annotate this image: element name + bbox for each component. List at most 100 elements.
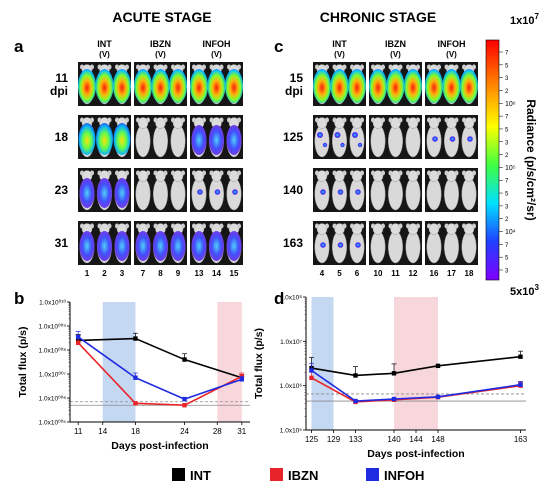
mouse-image <box>78 117 96 158</box>
colorbar-tick-label: 7 <box>505 115 509 121</box>
acute-stage-title: ACUTE STAGE <box>112 9 211 25</box>
mouse-image <box>209 117 224 158</box>
colorbar-tick-label: 10⁵ <box>505 165 516 172</box>
colorbar-tick-label: 5 <box>505 192 509 198</box>
mouse-number: 10 <box>374 269 383 278</box>
mouse-image <box>209 170 224 211</box>
colorbar-tick-label: 5 <box>505 127 509 133</box>
x-tick-label: 163 <box>514 435 528 444</box>
data-point-ibzn <box>182 403 187 408</box>
mouse-image <box>97 170 112 211</box>
group-header: INT <box>97 39 112 49</box>
data-point-infoh <box>391 396 397 402</box>
colorbar-ticks: 7 5 3 2 10⁶ 7 5 3 2 10⁵ 7 5 3 2 10⁴ 7 5 3 <box>499 51 516 275</box>
x-tick-label: 24 <box>180 427 189 436</box>
mouse-image <box>405 170 421 211</box>
y-tick-label: 1.0x10⁰¹⁰ <box>39 299 66 307</box>
data-point-infoh <box>182 396 187 402</box>
chronic-stage-title: CHRONIC STAGE <box>320 9 436 25</box>
data-point-int <box>353 373 358 378</box>
mouse-image <box>444 117 459 158</box>
data-point-int <box>435 363 441 369</box>
y-axis-label: Total flux (p/s) <box>253 328 265 399</box>
colorbar-bottom-label: 5x103 <box>510 283 539 298</box>
x-tick-label: 31 <box>237 427 246 436</box>
mouse-image <box>153 223 168 264</box>
mouse-image <box>135 170 151 211</box>
mouse-image <box>426 170 442 211</box>
mouse-number: 6 <box>355 269 360 278</box>
legend-swatch-infoh <box>366 468 379 481</box>
mouse-number: 15 <box>230 269 239 278</box>
legend-label-ibzn: IBZN <box>288 468 318 483</box>
y-tick-label: 1.0x10⁰⁰⁹ <box>38 323 66 331</box>
colorbar: 1x107 5x103 Radiance (p/s/cm²/sr) 7 5 3 2 10… <box>485 12 539 298</box>
mouse-number: 3 <box>120 269 125 278</box>
mouse-image <box>226 223 242 264</box>
timepoint-label: 18 <box>55 130 69 144</box>
shaded-region <box>102 302 136 422</box>
data-point-infoh <box>353 398 358 404</box>
data-point-infoh <box>435 394 441 400</box>
group-header: IBZN <box>385 39 406 49</box>
mouse-image <box>134 64 152 105</box>
colorbar-title: Radiance (p/s/cm²/sr) <box>524 99 538 220</box>
mouse-image <box>426 117 442 158</box>
mouse-image <box>460 64 478 105</box>
x-tick-label: 144 <box>409 435 423 444</box>
mouse-image <box>330 64 349 105</box>
mouse-image <box>114 170 130 211</box>
mouse-image <box>442 64 461 105</box>
data-point-infoh <box>133 375 138 380</box>
mouse-image <box>461 223 477 264</box>
y-tick-label: 1.0x10⁰⁰⁷ <box>39 371 67 379</box>
mouse-number: 7 <box>141 269 146 278</box>
mouse-image <box>332 223 347 264</box>
mouse-image <box>370 117 386 158</box>
timepoint-sublabel: dpi <box>285 84 303 98</box>
timepoint-label: 125 <box>283 130 303 144</box>
colorbar-tick-label: 10⁶ <box>505 101 516 108</box>
mouse-image <box>349 117 365 158</box>
group-header-sub: (V) <box>390 50 401 59</box>
mouse-number: 8 <box>158 269 163 278</box>
x-tick-label: 140 <box>387 435 401 444</box>
x-tick-label: 148 <box>431 435 445 444</box>
colorbar-top-label: 1x107 <box>510 12 539 27</box>
mouse-image <box>386 64 405 105</box>
mouse-number: 18 <box>465 269 474 278</box>
x-tick-label: 14 <box>98 427 107 436</box>
mouse-image <box>113 117 131 158</box>
mouse-image <box>191 117 207 158</box>
mouse-image <box>153 117 168 158</box>
mouse-image <box>405 117 421 158</box>
mouse-image <box>314 170 330 211</box>
mouse-image <box>226 117 242 158</box>
mouse-image <box>314 223 330 264</box>
y-tick-label: 1.0x10⁷ <box>280 339 303 346</box>
colorbar-tick-label: 5 <box>505 256 509 262</box>
y-tick-label: 1.0x10⁶ <box>280 383 303 390</box>
mouse-image <box>388 170 403 211</box>
mouse-number: 11 <box>391 269 400 278</box>
mouse-number: 4 <box>320 269 325 278</box>
x-tick-label: 11 <box>74 427 83 436</box>
mouse-image <box>313 64 331 105</box>
legend-label-infoh: INFOH <box>384 468 424 483</box>
mouse-number: 5 <box>337 269 342 278</box>
mouse-image <box>370 223 386 264</box>
group-header-sub: (V) <box>211 50 222 59</box>
data-point-infoh <box>75 334 81 340</box>
group-header-sub: (V) <box>446 50 457 59</box>
timepoint-sublabel: dpi <box>50 84 68 98</box>
data-point-int <box>518 354 523 359</box>
shaded-region <box>217 302 242 422</box>
mouse-image <box>349 170 365 211</box>
mouse-image <box>444 170 459 211</box>
x-tick-label: 129 <box>327 435 341 444</box>
mouse-image <box>388 223 403 264</box>
